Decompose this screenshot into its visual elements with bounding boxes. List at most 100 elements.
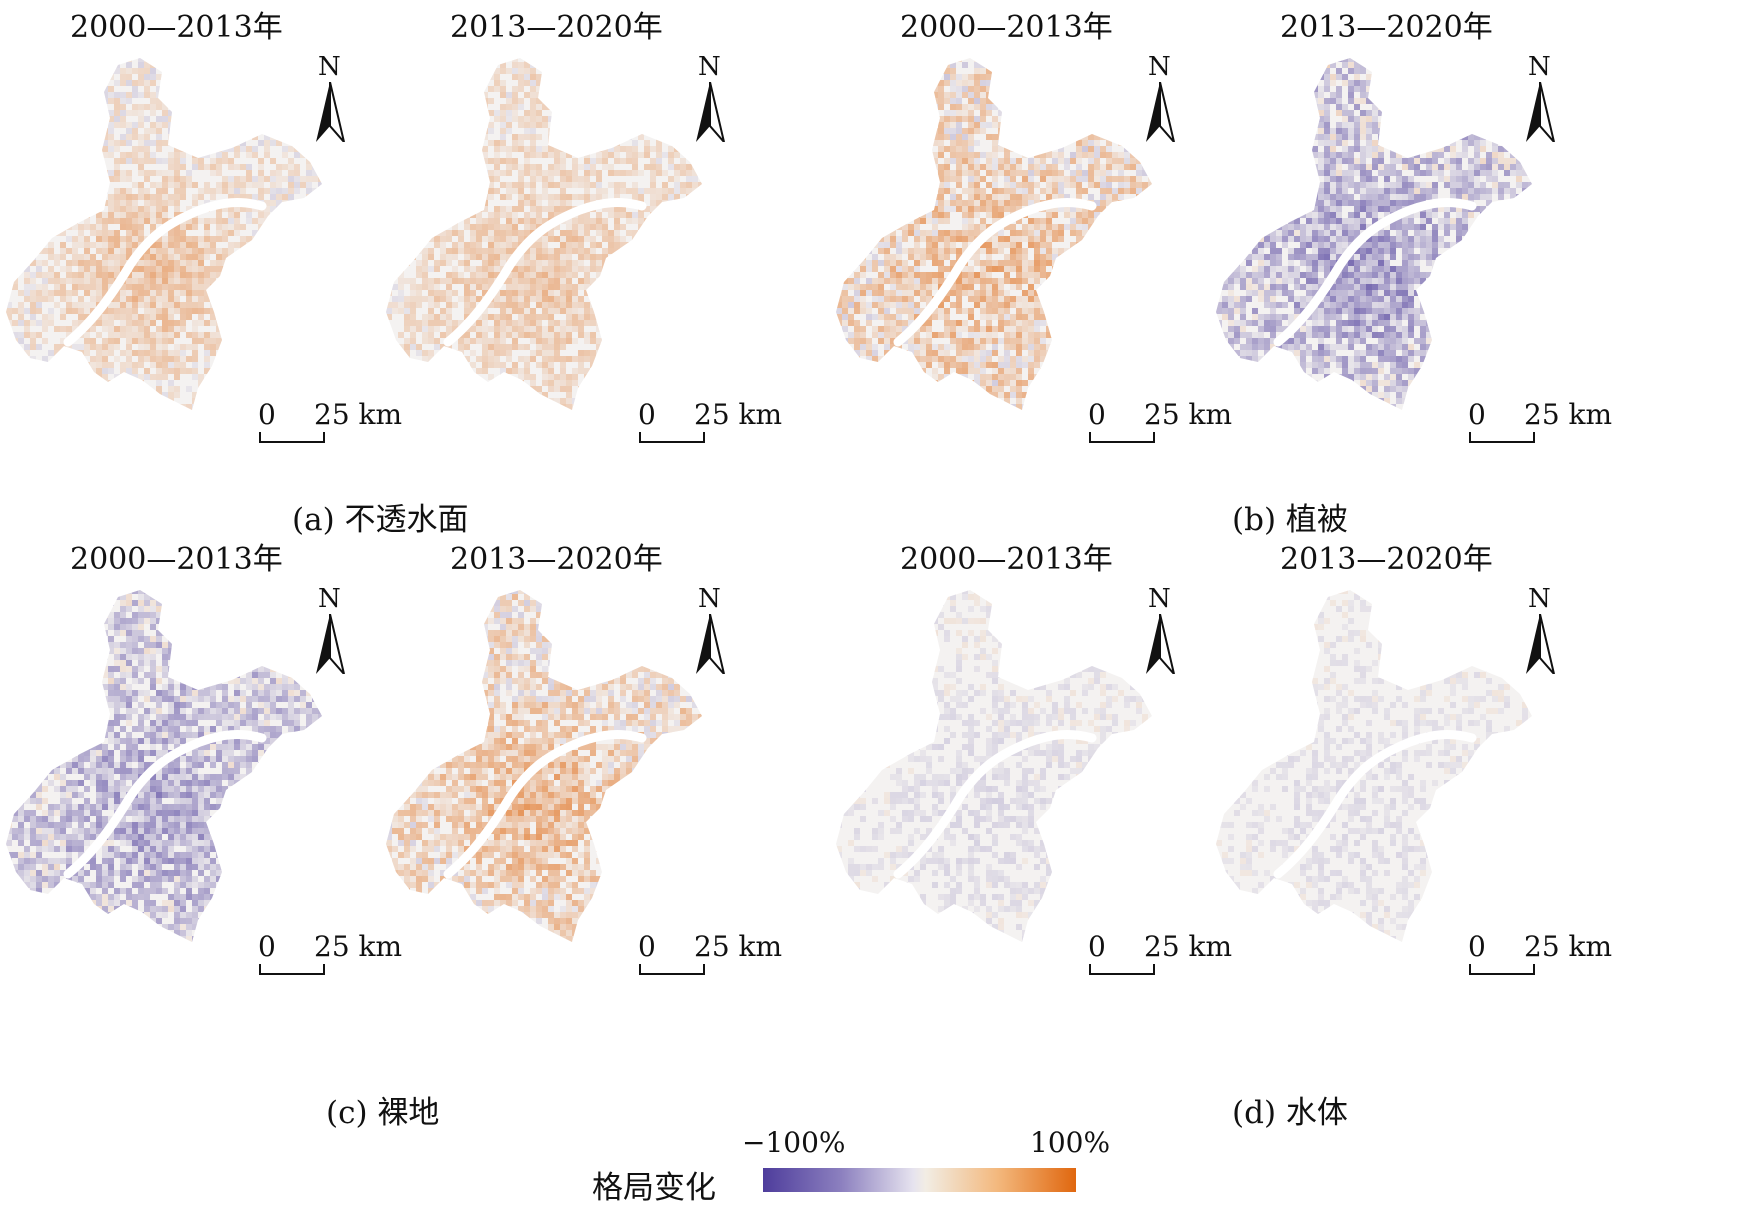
north-label: N xyxy=(698,52,721,82)
scale-zero: 0 xyxy=(258,398,276,431)
scale-bar-line xyxy=(259,432,325,443)
north-arrow: N xyxy=(1140,52,1180,142)
river xyxy=(893,198,1097,347)
change-map xyxy=(386,590,702,942)
change-map xyxy=(1216,58,1532,410)
legend-color-ramp xyxy=(763,1168,1076,1192)
scale-bar: 0 25 km xyxy=(1088,930,1232,980)
north-label: N xyxy=(1528,584,1551,614)
river xyxy=(63,730,267,879)
panel-period-title: 2013—2020年 xyxy=(1280,10,1493,45)
river xyxy=(63,198,267,347)
north-arrow: N xyxy=(1520,52,1560,142)
panel-period-title: 2013—2020年 xyxy=(450,542,663,577)
scale-bar: 0 25 km xyxy=(638,930,782,980)
scale-zero: 0 xyxy=(1088,930,1106,963)
north-arrow: N xyxy=(1520,584,1560,674)
map-panel-b1: 2000—2013年 N 0 25 km xyxy=(830,0,1250,450)
scale-bar: 0 25 km xyxy=(258,398,402,448)
change-pixels xyxy=(836,590,1152,942)
change-pixels xyxy=(1216,58,1532,410)
scale-length: 25 km xyxy=(1144,398,1233,431)
north-arrow: N xyxy=(310,52,350,142)
map-panel-d2: 2013—2020年 N 0 25 km xyxy=(1210,532,1630,982)
legend-max: 100% xyxy=(1030,1126,1111,1159)
caption-bare-land: (c) 裸地 xyxy=(326,1095,440,1131)
change-pixels xyxy=(386,58,702,410)
north-arrow-icon xyxy=(696,82,725,142)
scale-bar-line xyxy=(1469,432,1535,443)
panel-period-title: 2013—2020年 xyxy=(450,10,663,45)
scale-zero: 0 xyxy=(1088,398,1106,431)
north-arrow-icon xyxy=(1146,614,1175,674)
legend-label: 格局变化 xyxy=(592,1170,716,1206)
panel-period-title: 2000—2013年 xyxy=(70,542,283,577)
change-map xyxy=(6,590,322,942)
panel-period-title: 2000—2013年 xyxy=(70,10,283,45)
map-panel-c2: 2013—2020年 N 0 25 km xyxy=(380,532,800,982)
scale-bar-line xyxy=(1089,964,1155,975)
scale-zero: 0 xyxy=(638,398,656,431)
river xyxy=(443,198,647,347)
scale-length: 25 km xyxy=(314,398,403,431)
change-map xyxy=(6,58,322,410)
scale-bar-line xyxy=(1469,964,1535,975)
change-map xyxy=(386,58,702,410)
panel-period-title: 2013—2020年 xyxy=(1280,542,1493,577)
river xyxy=(443,730,647,879)
scale-length: 25 km xyxy=(1144,930,1233,963)
scale-bar-line xyxy=(639,432,705,443)
north-label: N xyxy=(1148,584,1171,614)
north-arrow-icon xyxy=(1526,82,1555,142)
north-arrow-icon xyxy=(1526,614,1555,674)
map-panel-c1: 2000—2013年 N 0 25 km xyxy=(0,532,420,982)
north-label: N xyxy=(318,52,341,82)
north-arrow-icon xyxy=(1146,82,1175,142)
scale-zero: 0 xyxy=(258,930,276,963)
change-pixels xyxy=(6,58,322,410)
north-label: N xyxy=(1148,52,1171,82)
caption-water: (d) 水体 xyxy=(1232,1095,1348,1131)
north-arrow: N xyxy=(690,52,730,142)
north-arrow: N xyxy=(310,584,350,674)
scale-zero: 0 xyxy=(1468,930,1486,963)
north-arrow: N xyxy=(690,584,730,674)
map-panel-b2: 2013—2020年 N 0 25 km xyxy=(1210,0,1630,450)
scale-zero: 0 xyxy=(638,930,656,963)
legend-min: −100% xyxy=(742,1126,846,1159)
river xyxy=(1273,730,1477,879)
caption-vegetation: (b) 植被 xyxy=(1232,502,1348,538)
scale-bar: 0 25 km xyxy=(638,398,782,448)
change-map xyxy=(836,590,1152,942)
north-label: N xyxy=(698,584,721,614)
scale-bar-line xyxy=(639,964,705,975)
panel-period-title: 2000—2013年 xyxy=(900,10,1113,45)
scale-bar: 0 25 km xyxy=(258,930,402,980)
scale-bar: 0 25 km xyxy=(1468,930,1612,980)
river xyxy=(893,730,1097,879)
map-panel-d1: 2000—2013年 N 0 25 km xyxy=(830,532,1250,982)
scale-bar: 0 25 km xyxy=(1468,398,1612,448)
north-label: N xyxy=(318,584,341,614)
map-panel-a1: 2000—2013年 N 0 25 km xyxy=(0,0,420,450)
scale-bar: 0 25 km xyxy=(1088,398,1232,448)
change-pixels xyxy=(386,590,702,942)
scale-bar-line xyxy=(1089,432,1155,443)
change-pixels xyxy=(836,58,1152,410)
scale-length: 25 km xyxy=(694,930,783,963)
scale-length: 25 km xyxy=(694,398,783,431)
scale-length: 25 km xyxy=(1524,398,1613,431)
scale-zero: 0 xyxy=(1468,398,1486,431)
panel-period-title: 2000—2013年 xyxy=(900,542,1113,577)
north-arrow-icon xyxy=(696,614,725,674)
north-arrow-icon xyxy=(316,82,345,142)
map-panel-a2: 2013—2020年 N 0 25 km xyxy=(380,0,800,450)
north-label: N xyxy=(1528,52,1551,82)
north-arrow-icon xyxy=(316,614,345,674)
scale-length: 25 km xyxy=(1524,930,1613,963)
north-arrow: N xyxy=(1140,584,1180,674)
river xyxy=(1273,198,1477,347)
change-map xyxy=(836,58,1152,410)
scale-bar-line xyxy=(259,964,325,975)
caption-impervious: (a) 不透水面 xyxy=(292,502,469,538)
